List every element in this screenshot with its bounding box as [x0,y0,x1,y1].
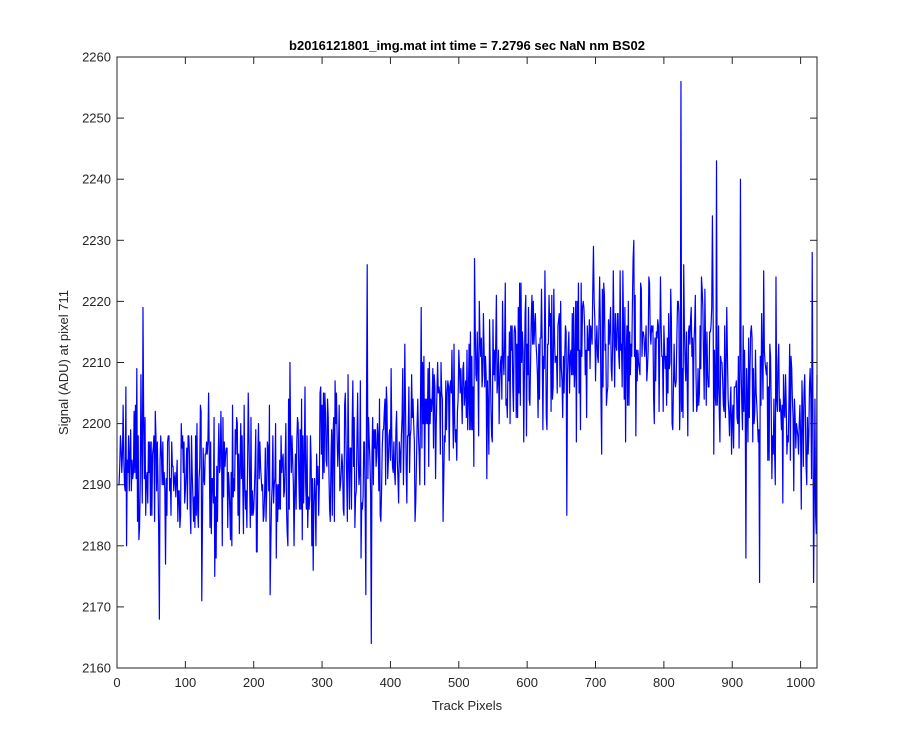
series-layer [117,80,818,645]
x-tick-label: 200 [243,675,265,690]
y-tick-label: 2240 [82,172,111,187]
y-tick-label: 2250 [82,111,111,126]
y-axis-label: Signal (ADU) at pixel 711 [56,290,71,435]
x-tick-label: 100 [175,675,197,690]
y-tick-label: 2200 [82,416,111,431]
x-tick-label: 900 [721,675,743,690]
signal-series-line [117,80,818,645]
x-tick-label: 800 [653,675,675,690]
y-tick-label: 2180 [82,538,111,553]
x-tick-label: 400 [380,675,402,690]
y-tick-label: 2230 [82,233,111,248]
y-tick-label: 2220 [82,294,111,309]
x-tick-label: 0 [113,675,120,690]
x-axis-ticks: 0 100 200 300 400 500 600 700 800 900 1000 [113,57,815,690]
y-tick-label: 2160 [82,661,111,676]
y-tick-label: 2210 [82,355,111,370]
x-tick-label: 1000 [786,675,815,690]
x-tick-label: 300 [311,675,333,690]
x-tick-label: 600 [516,675,538,690]
x-axis-label: Track Pixels [432,698,503,713]
x-tick-label: 700 [585,675,607,690]
y-tick-label: 2190 [82,477,111,492]
y-tick-label: 2260 [82,50,111,65]
x-tick-label: 500 [448,675,470,690]
y-axis-ticks: 2160 2170 2180 2190 2200 2210 2220 2230 2240 2250… [82,50,817,676]
chart-title: b2016121801_img.mat int time = 7.2796 se… [289,38,645,53]
y-tick-label: 2170 [82,599,111,614]
